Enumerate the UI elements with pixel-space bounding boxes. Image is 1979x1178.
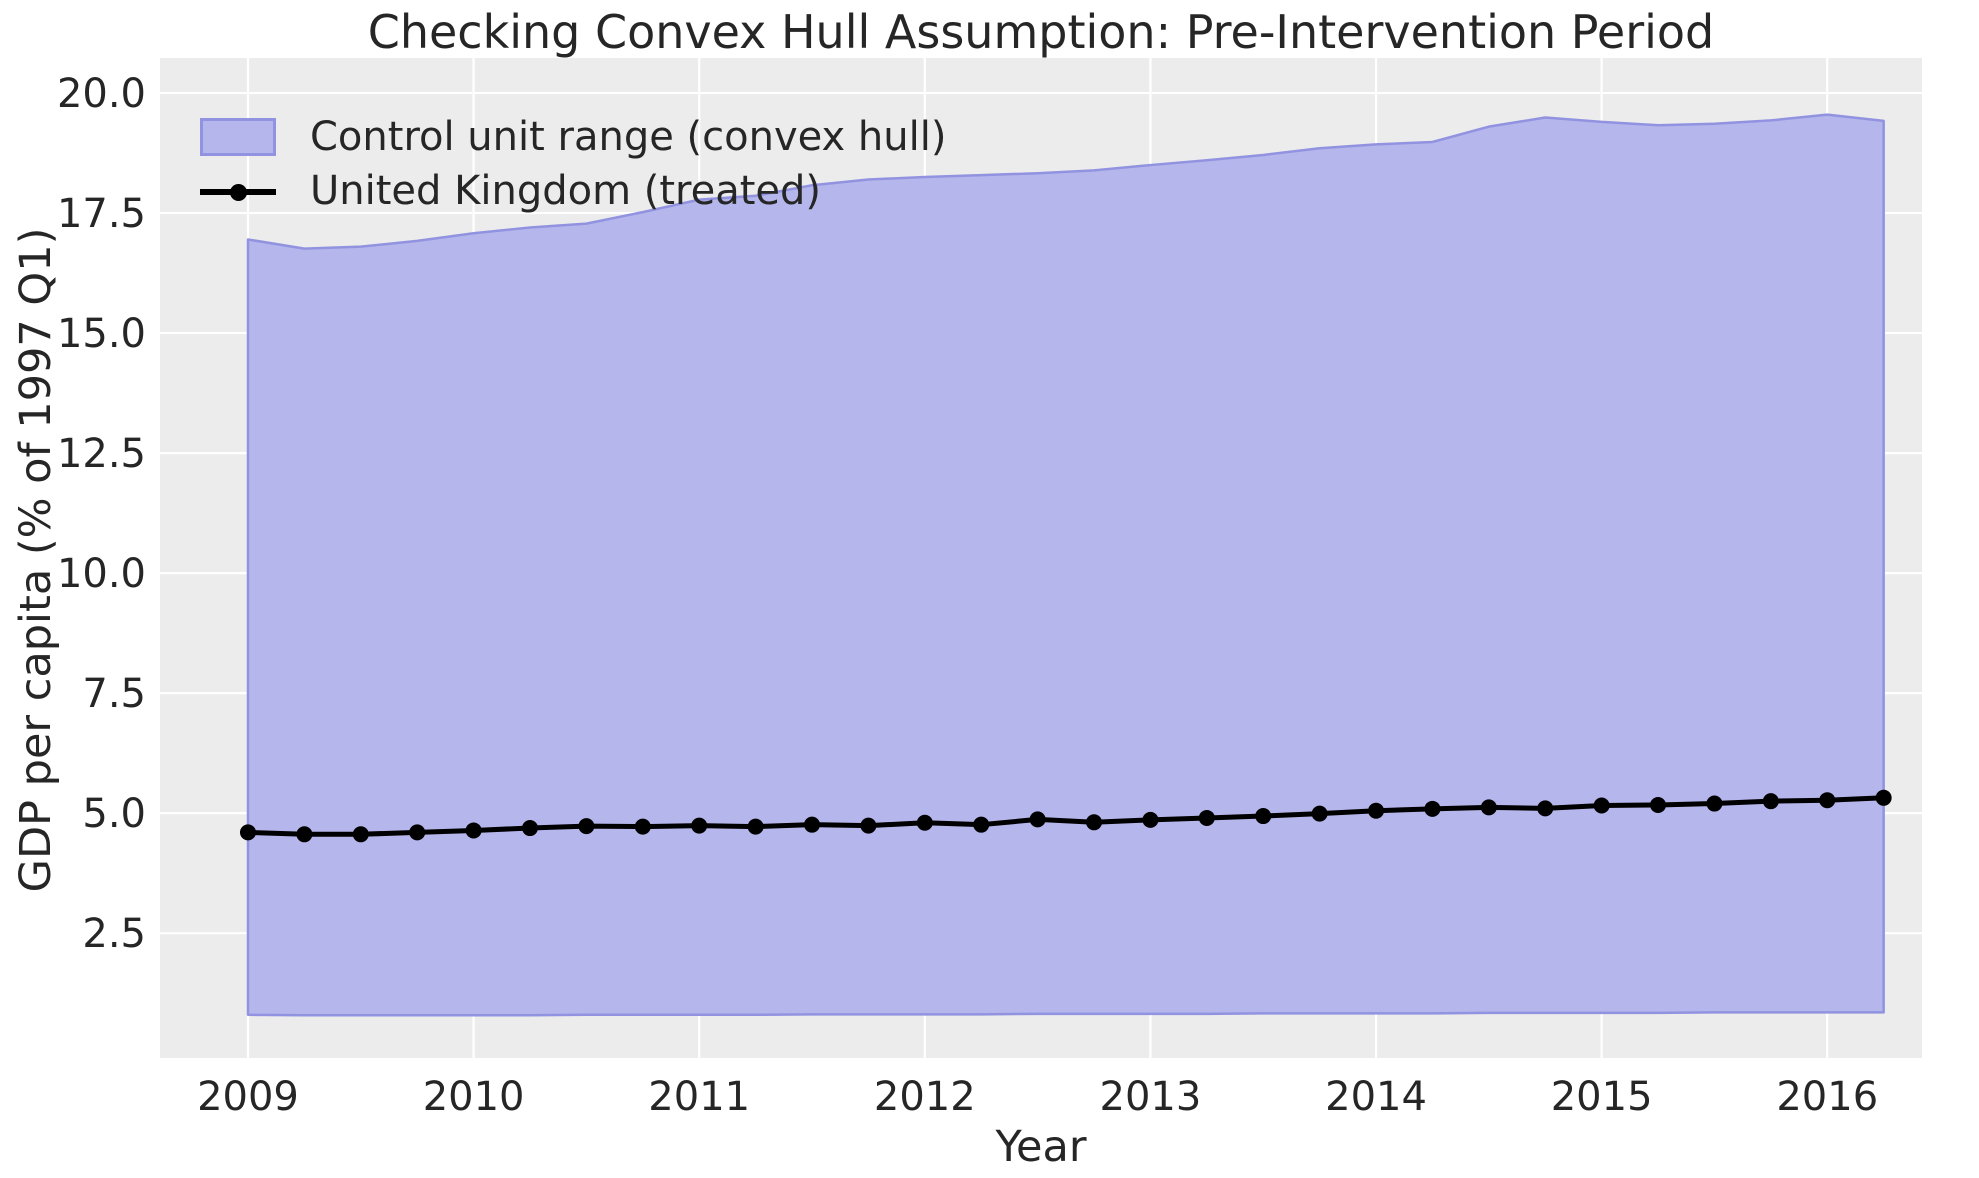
- legend-item-united-kingdom: United Kingdom (treated): [200, 167, 946, 214]
- uk-data-point: [352, 826, 369, 843]
- x-tick-label: 2011: [648, 1074, 750, 1120]
- uk-data-point: [1593, 797, 1610, 814]
- uk-data-point: [1029, 811, 1046, 828]
- chart-title: Checking Convex Hull Assumption: Pre-Int…: [367, 5, 1715, 59]
- legend-item-label: United Kingdom (treated): [310, 167, 822, 214]
- uk-data-point: [1311, 805, 1328, 822]
- uk-data-point: [1819, 792, 1836, 809]
- x-tick-label: 2012: [874, 1074, 976, 1120]
- legend-item-convex-hull: Control unit range (convex hull): [200, 113, 947, 160]
- y-tick-label: 7.5: [82, 671, 146, 717]
- uk-data-point: [1142, 811, 1159, 828]
- uk-data-point: [804, 816, 821, 833]
- uk-data-point: [296, 826, 313, 843]
- x-axis-label: Year: [995, 1122, 1087, 1172]
- y-axis-label: GDP per capita (% of 1997 Q1): [11, 227, 61, 893]
- x-tick-label: 2010: [423, 1074, 525, 1120]
- x-tick-label: 2009: [197, 1074, 299, 1120]
- uk-data-point: [1368, 802, 1385, 819]
- uk-data-point: [1255, 808, 1272, 825]
- x-tick-label: 2014: [1325, 1074, 1427, 1120]
- convex-hull-band: [246, 113, 1885, 1017]
- y-tick-label: 5.0: [82, 791, 146, 837]
- uk-data-point: [1086, 814, 1103, 831]
- uk-data-point: [973, 816, 990, 833]
- x-tick-label: 2013: [1100, 1074, 1202, 1120]
- uk-data-point: [634, 818, 651, 835]
- uk-data-point: [1762, 793, 1779, 810]
- line-marker-swatch-icon: [200, 172, 276, 210]
- uk-data-point: [1650, 796, 1667, 813]
- y-tick-label: 20.0: [57, 71, 146, 117]
- uk-treated-line: [247, 795, 1884, 837]
- uk-data-point: [860, 817, 877, 834]
- uk-data-point: [521, 820, 538, 837]
- uk-data-point: [1480, 799, 1497, 816]
- uk-data-point: [1537, 800, 1554, 817]
- uk-data-point: [1198, 809, 1215, 826]
- uk-data-point: [1424, 800, 1441, 817]
- band-swatch-icon: [200, 117, 276, 156]
- legend-item-label: Control unit range (convex hull): [310, 113, 947, 160]
- uk-data-point: [239, 824, 256, 841]
- y-tick-label: 10.0: [57, 551, 146, 597]
- y-tick-label: 12.5: [57, 431, 146, 477]
- uk-data-point: [465, 822, 482, 839]
- uk-data-point: [409, 824, 426, 841]
- uk-data-point: [1875, 789, 1892, 806]
- y-tick-label: 17.5: [57, 191, 146, 237]
- uk-data-point: [916, 814, 933, 831]
- y-tick-label: 2.5: [82, 911, 146, 957]
- x-tick-label: 2016: [1776, 1074, 1878, 1120]
- y-tick-label: 15.0: [57, 311, 146, 357]
- uk-data-point: [578, 818, 595, 835]
- uk-data-point: [747, 818, 764, 835]
- legend: Control unit range (convex hull) United …: [200, 113, 947, 214]
- uk-data-point: [691, 817, 708, 834]
- x-tick-label: 2015: [1551, 1074, 1653, 1120]
- uk-data-point: [1706, 795, 1723, 812]
